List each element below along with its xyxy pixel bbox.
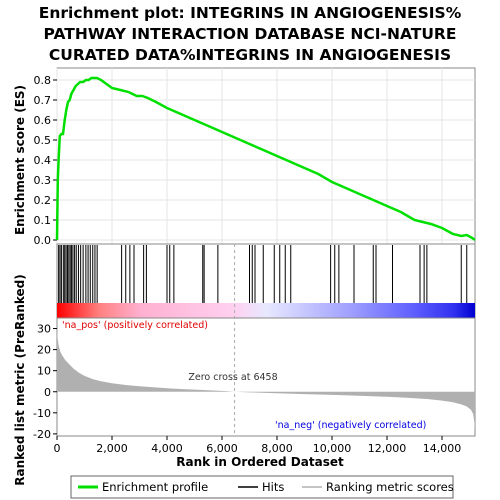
chart-title-line-1: Enrichment plot: INTEGRINS IN ANGIOGENES… [39, 4, 462, 22]
metric-y-tick-label: 20 [37, 344, 51, 357]
es-y-tick-label: 0.3 [34, 174, 52, 187]
metric-y-tick-label: -20 [33, 428, 51, 441]
es-y-axis-label: Enrichment score (ES) [13, 85, 27, 235]
x-tick-label: 0 [54, 442, 61, 455]
es-y-ticks: 0.0 0.1 0.2 0.3 0.4 0.5 0.6 0.7 0.8 [34, 74, 57, 247]
es-y-tick-label: 0.6 [34, 114, 52, 127]
x-axis: 0 2,000 4,000 6,000 8,000 10,000 12,000 14,000 [54, 436, 462, 455]
neg-correlated-label: 'na_neg' (negatively correlated) [275, 420, 426, 431]
legend-label-ranking-metric: Ranking metric scores [326, 480, 454, 494]
x-tick-label: 14,000 [423, 442, 462, 455]
hit-lines [58, 245, 468, 303]
legend-label-hits: Hits [262, 480, 284, 494]
es-y-tick-label: 0.1 [34, 214, 52, 227]
chart-title-line-3: CURATED DATA%INTEGRINS IN ANGIOGENESIS [49, 46, 451, 64]
es-y-tick-label: 0.5 [34, 134, 52, 147]
x-tick-label: 4,000 [151, 442, 183, 455]
metric-y-tick-label: 0 [44, 386, 51, 399]
enrichment-profile-line [55, 76, 476, 242]
metric-panel-frame [56, 317, 476, 437]
x-axis-label: Rank in Ordered Dataset [176, 455, 344, 469]
legend: Enrichment profile Hits Ranking metric s… [70, 475, 454, 499]
es-y-tick-label: 0.0 [34, 234, 52, 247]
es-y-tick-label: 0.7 [34, 94, 52, 107]
x-tick-label: 6,000 [206, 442, 238, 455]
es-y-tick-label: 0.4 [34, 154, 52, 167]
es-y-tick-label: 0.8 [34, 74, 52, 87]
chart-title-line-2: PATHWAY INTERACTION DATABASE NCI-NATURE [44, 25, 457, 43]
metric-y-tick-label: 10 [37, 365, 51, 378]
metric-y-ticks: -20 -10 0 10 20 30 [33, 323, 57, 441]
x-tick-label: 12,000 [368, 442, 407, 455]
metric-y-axis-label: Ranked list metric (PreRanked) [13, 274, 27, 486]
rank-color-bar [57, 303, 475, 318]
es-y-tick-label: 0.2 [34, 194, 52, 207]
es-gridlines [56, 68, 475, 244]
ranked-metric-panel: -20 -10 0 10 20 30 'na_pos' (positively corre… [13, 244, 476, 486]
hits-panel [56, 243, 476, 319]
x-tick-label: 2,000 [96, 442, 128, 455]
legend-frame [70, 475, 454, 499]
legend-label-enrichment-profile: Enrichment profile [102, 480, 208, 494]
x-tick-label: 8,000 [261, 442, 293, 455]
metric-y-tick-label: -10 [33, 407, 51, 420]
x-tick-label: 10,000 [313, 442, 352, 455]
zero-cross-label: Zero cross at 6458 [188, 372, 277, 383]
metric-y-tick-label: 30 [37, 323, 51, 336]
enrichment-score-panel: 0.0 0.1 0.2 0.3 0.4 0.5 0.6 0.7 0.8 Enrichment s… [13, 67, 476, 247]
pos-correlated-label: 'na_pos' (positively correlated) [62, 320, 208, 331]
